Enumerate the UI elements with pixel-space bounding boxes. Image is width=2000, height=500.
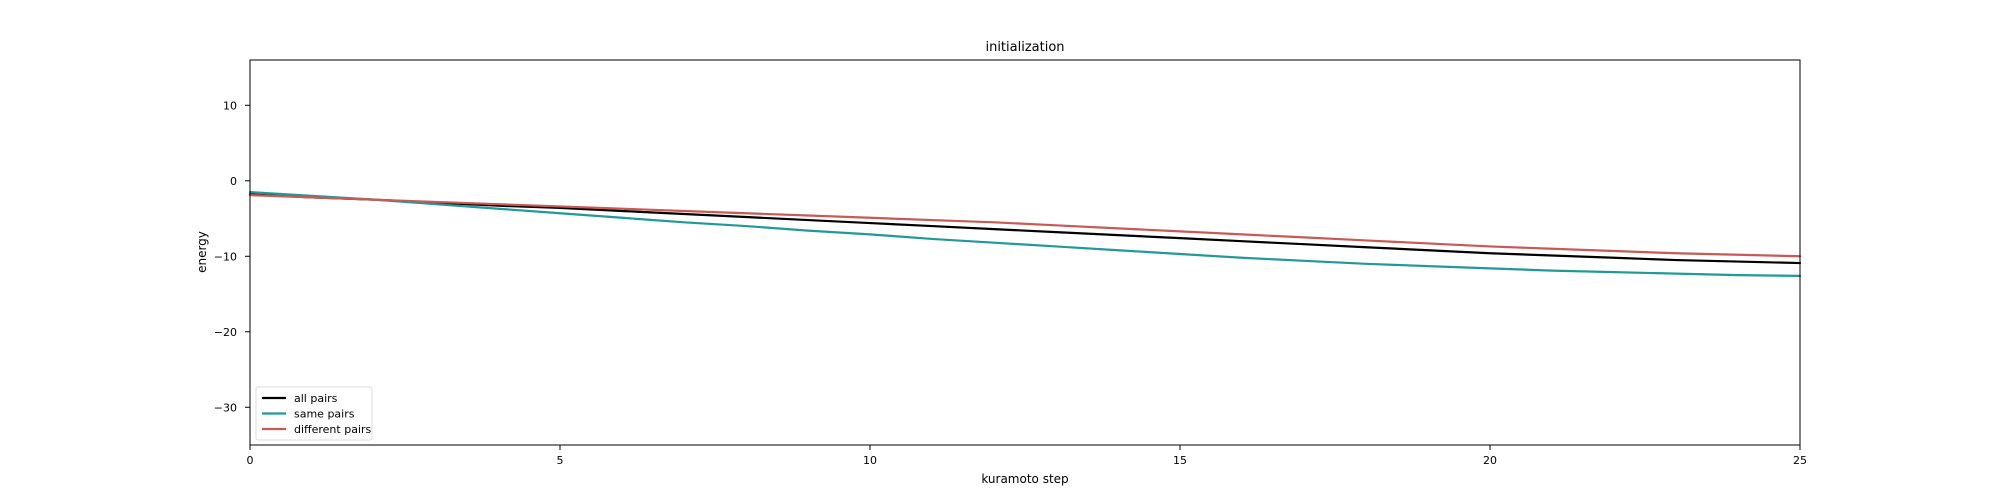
- legend-items: all pairs same pairs different pairs: [262, 392, 372, 436]
- plot-frame: [249, 59, 1801, 446]
- legend-label: same pairs: [294, 408, 355, 421]
- y-axis-label: energy: [195, 231, 209, 273]
- series-layer: [248, 191, 1802, 277]
- x-tick-label: 0: [247, 454, 254, 467]
- y-tick-label: −20: [214, 326, 237, 339]
- y-axis: 10 0 −10 −20 −30: [214, 99, 250, 414]
- series-line-same-pairs: [248, 191, 1802, 277]
- x-tick-label: 15: [1173, 454, 1187, 467]
- x-axis: 0 5 10 15 20 25: [247, 445, 1807, 467]
- x-tick-label: 10: [863, 454, 877, 467]
- y-tick-label: −10: [214, 250, 237, 263]
- plot-area: [248, 59, 1802, 446]
- x-tick-label: 25: [1793, 454, 1807, 467]
- x-tick-label: 20: [1483, 454, 1497, 467]
- x-axis-label: kuramoto step: [981, 472, 1068, 486]
- chart-title: initialization: [985, 40, 1064, 55]
- x-tick-label: 5: [557, 454, 564, 467]
- series-line-all-pairs: [248, 193, 1802, 265]
- legend-box: [255, 386, 373, 441]
- y-tick-label: 0: [230, 175, 237, 188]
- y-tick-label: 10: [223, 99, 237, 112]
- legend-label: all pairs: [294, 392, 338, 405]
- y-tick-label: −30: [214, 401, 237, 414]
- legend: all pairs same pairs different pairs: [255, 386, 373, 441]
- series-line-different-pairs: [248, 194, 1802, 258]
- legend-label: different pairs: [294, 423, 372, 436]
